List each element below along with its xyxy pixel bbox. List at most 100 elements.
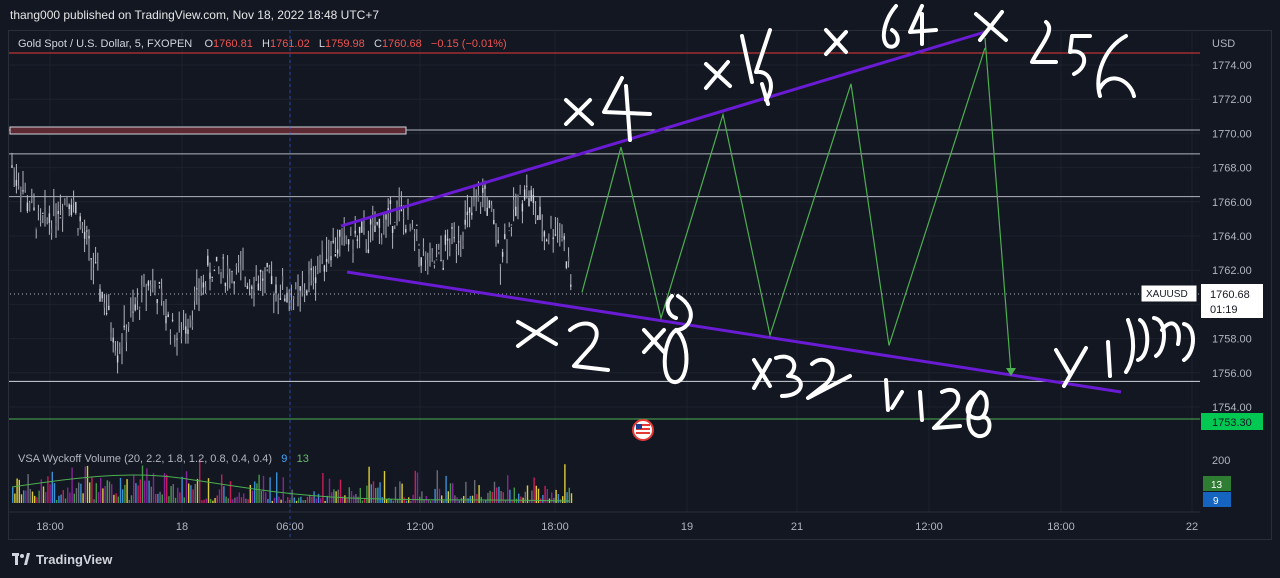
candle-body [222,257,224,259]
volume-bar [130,495,133,503]
candle-body [369,219,372,225]
volume-bar [566,492,568,503]
candle-body [493,220,495,225]
volume-bar [533,477,535,503]
volume-bar [377,487,379,503]
volume-bar [467,498,469,503]
annotation-x128 [884,378,992,438]
us-flag-icon[interactable] [632,419,654,441]
volume-bar [381,497,383,503]
candle-body [110,332,112,338]
volume-bar [25,490,27,503]
symbol-legend[interactable]: Gold Spot / U.S. Dollar, 5, FXOPEN O1760… [18,38,507,50]
volume-bar [410,500,412,503]
indicator-name[interactable]: VSA Wyckoff Volume (20, 2.2, 1.8, 1.2, 0… [18,453,273,465]
volume-bar [542,494,544,503]
candle-body [33,207,35,211]
symbol-name[interactable]: Gold Spot / U.S. Dollar, 5, FXOPEN [18,38,193,50]
volume-bar [491,491,493,503]
annotation-x256 [974,10,1136,98]
projection-path[interactable] [581,47,986,346]
candle-body [361,221,363,233]
candle-body [244,282,246,284]
volume-bar [485,499,487,503]
volume-bar [476,494,478,503]
candle-body [523,189,526,200]
volume-badge-b [1203,492,1231,507]
volume-bar [122,489,124,503]
annotation-x64 [824,4,938,56]
upper-trend-line[interactable] [340,30,986,228]
candle-body [165,315,167,324]
price-tick: 1774.00 [1212,60,1252,72]
volume-bar [181,476,183,503]
volume-badge-b-text: 9 [1213,496,1219,507]
volume-bar [137,485,139,503]
candle-body [537,215,539,221]
annotation-x1000 [1054,316,1195,388]
price-tick: 1772.00 [1212,94,1252,106]
volume-bar [322,473,324,503]
volume-bar [190,485,192,503]
tradingview-brand[interactable]: TradingView [36,552,113,567]
volume-bar [471,495,474,503]
candle-body [341,228,343,237]
candle-body [495,245,497,247]
candle-body [123,325,125,328]
volume-bar [370,484,372,503]
volume-bar [42,486,45,503]
volume-bar [73,493,75,503]
candle-body [154,288,156,296]
volume-bar [23,490,25,503]
volume-bar [388,498,390,503]
volume-bar [524,491,526,503]
candle-body [119,346,121,350]
volume-bar [300,496,302,503]
volume-bar [229,481,232,503]
candle-body [510,224,513,226]
candle-body [528,198,530,207]
candle-body [257,283,260,291]
volume-bar [295,500,298,503]
price-zone-box[interactable] [9,126,407,135]
volume-bar [449,483,452,503]
candle-body [396,204,398,211]
candle-body [268,266,271,274]
tradingview-logo-icon[interactable] [12,553,30,565]
volume-bar [141,465,144,503]
candle-body [149,284,152,290]
candle-body [515,206,517,217]
volume-bar [357,496,359,503]
candle-body [275,284,277,294]
candle-body [310,268,312,271]
candle-body [314,277,317,284]
candle-body [116,355,119,363]
candle-body [479,201,482,207]
volume-bar [278,496,280,503]
candle-body [224,282,227,287]
volume-bar [84,466,86,503]
candle-body [48,213,51,223]
volume-bar [14,493,16,503]
candle-body [301,286,304,297]
volume-bar [414,470,416,503]
candle-body [290,300,293,311]
candle-body [512,199,515,210]
volume-axis-label: 200 [1212,455,1230,467]
candle-body [72,199,75,203]
candle-body [504,234,506,240]
indicator-legend[interactable]: VSA Wyckoff Volume (20, 2.2, 1.8, 1.2, 0… [18,453,309,465]
candle-body [97,263,99,271]
candle-body [488,200,491,209]
lower-trend-line[interactable] [346,270,1122,394]
candle-body [81,225,84,229]
volume-bar [170,486,172,503]
volume-bar [183,497,185,503]
candle-body [519,184,521,195]
volume-bar [344,495,346,503]
candle-body [521,203,524,212]
candle-body [365,238,367,243]
candle-body [358,226,361,234]
price-tick: 1762.00 [1212,265,1252,277]
